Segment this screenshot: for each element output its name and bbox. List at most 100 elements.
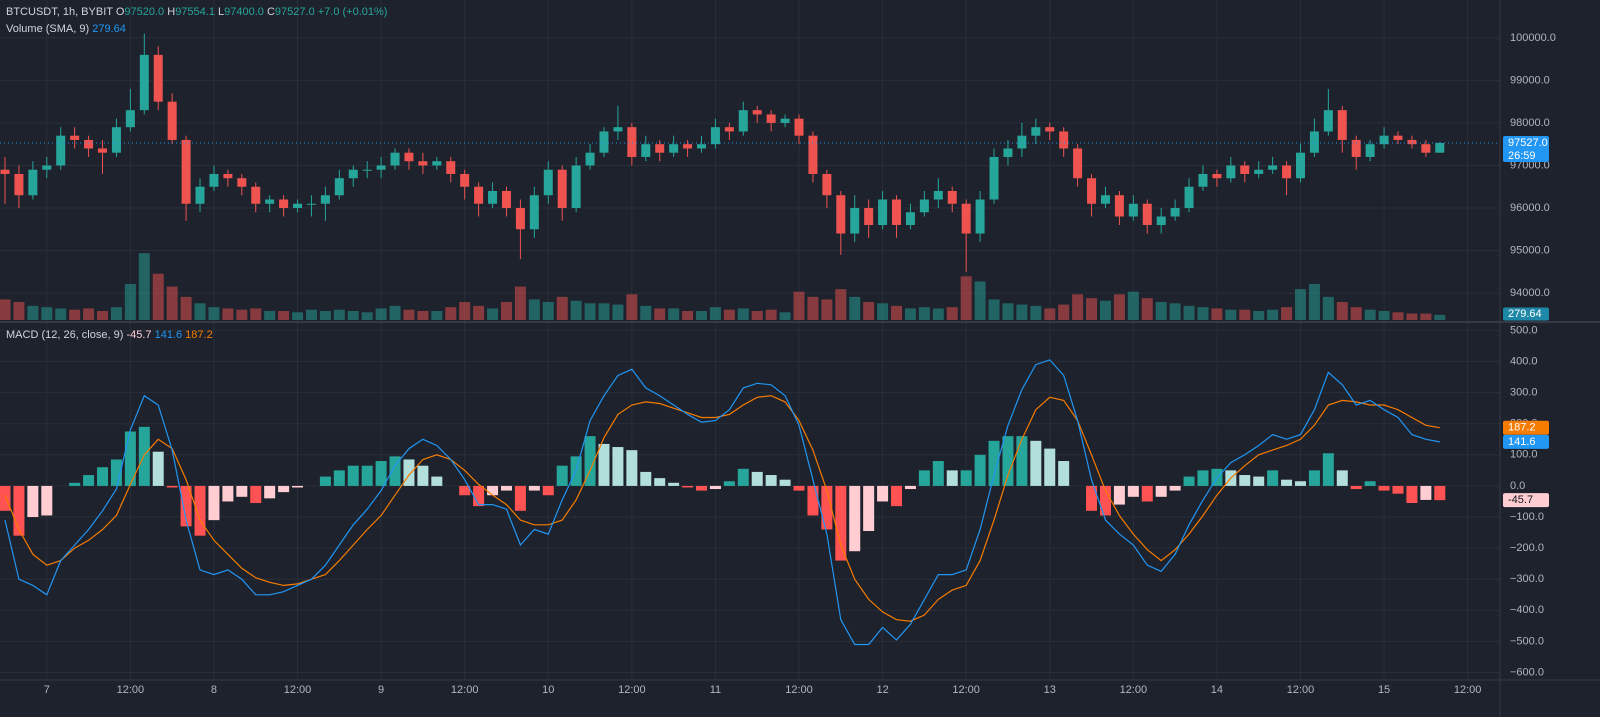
volume-bar: [1308, 284, 1320, 320]
macd-histogram-bar: [626, 450, 638, 486]
volume-bar: [709, 307, 721, 320]
candle-body: [167, 101, 177, 140]
candle-body: [1226, 165, 1236, 179]
volume-bar: [1211, 308, 1223, 320]
x-tick-label: 12:00: [1454, 684, 1482, 696]
volume-bar: [1099, 300, 1111, 320]
volume-bar: [765, 309, 777, 320]
macd-histogram-bar: [1350, 485, 1362, 490]
y2-tick-label: 100.0: [1510, 449, 1538, 461]
volume-bar: [584, 303, 596, 320]
macd-histogram-bar: [459, 485, 471, 496]
volume-bar: [361, 312, 373, 320]
volume-bar: [319, 311, 331, 320]
candle-body: [404, 152, 414, 162]
y-tick-label: 98000.0: [1510, 117, 1550, 129]
candle-body: [1114, 195, 1124, 217]
macd-histogram-bar: [347, 465, 359, 486]
volume-bar: [1183, 305, 1195, 320]
macd-histogram-bar: [1364, 481, 1376, 486]
macd-histogram-bar: [1253, 476, 1265, 486]
volume-bar: [13, 302, 25, 320]
macd-histogram-bar: [542, 485, 554, 496]
macd-histogram-bar: [1392, 485, 1404, 494]
macd-histogram-bar: [333, 470, 345, 486]
candle-body: [1073, 148, 1083, 179]
macd-histogram-bar: [194, 485, 206, 536]
candle-body: [306, 203, 316, 205]
ohlc-value: 97554.1: [175, 6, 215, 18]
macd-histogram-bar: [473, 485, 485, 507]
volume-bar: [152, 273, 164, 320]
x-tick-label: 11: [710, 684, 721, 696]
grid: [0, 0, 1500, 680]
histogram-tag: -45.7: [1508, 494, 1533, 506]
candle-body: [237, 178, 247, 187]
volume-bar: [166, 286, 178, 320]
macd-histogram-bar: [918, 470, 930, 486]
macd-histogram-bar: [877, 485, 889, 502]
volume-bar: [305, 309, 317, 320]
volume-bar: [417, 311, 429, 320]
volume-bar: [250, 308, 262, 320]
candle-body: [1309, 131, 1319, 153]
ohlc-key: H: [167, 6, 175, 18]
volume-bar: [570, 300, 582, 320]
signal-tag-bg: [1503, 420, 1549, 435]
x-tick-label: 12: [876, 684, 888, 696]
macd-histogram-bar: [361, 465, 373, 486]
volume-bar: [877, 303, 889, 320]
volume-bar: [347, 311, 359, 320]
macd-histogram-bar: [1378, 485, 1390, 491]
volume-value: 279.64: [92, 23, 126, 35]
volume-bar: [960, 276, 972, 320]
candle-body: [418, 161, 428, 166]
candle-body: [1435, 143, 1445, 153]
candle-body: [251, 186, 261, 204]
macd-histogram-bar: [389, 456, 401, 486]
volume-bar: [654, 308, 666, 320]
macd-histogram-bar: [292, 485, 304, 488]
volume-legend: Volume (SMA, 9) 279.64: [6, 23, 126, 35]
candle-body: [641, 144, 651, 157]
macd-histogram-bar: [1197, 470, 1209, 486]
candle-body: [683, 144, 693, 149]
volume-bar: [918, 307, 930, 320]
volume-bar: [723, 309, 735, 320]
candle-body: [627, 127, 637, 157]
volume-bar: [278, 311, 290, 320]
candle-body: [1045, 127, 1055, 132]
volume-bar: [236, 309, 248, 320]
volume-bar: [403, 309, 415, 320]
volume-bar: [431, 311, 443, 320]
macd-histogram-bar: [1044, 448, 1056, 486]
macd-histogram-bar: [514, 485, 526, 511]
volume-bar: [626, 294, 638, 320]
candle-body: [975, 199, 985, 234]
candle-body: [850, 208, 860, 234]
candle-body: [1100, 195, 1110, 204]
macd-histogram-bar: [946, 470, 958, 486]
volume-bar: [83, 308, 95, 320]
last-price-tag: 26:59: [1508, 150, 1536, 162]
ohlc-value: 97520.0: [124, 6, 164, 18]
volume-bar: [988, 299, 1000, 320]
macd-histogram-bar: [1420, 485, 1432, 500]
macd-histogram-bar: [250, 485, 262, 504]
macd-histogram-bar: [765, 475, 777, 486]
candle-body: [348, 169, 358, 179]
candle-body: [432, 161, 442, 166]
candle-body: [878, 199, 888, 226]
macd-histogram-bar: [1016, 436, 1028, 486]
x-tick-label: 12:00: [1120, 684, 1148, 696]
y2-tick-label: −400.0: [1510, 604, 1544, 616]
candle-body: [571, 165, 581, 209]
histogram-value: -45.7: [126, 329, 151, 341]
candle-body: [1323, 110, 1333, 132]
candle-body: [42, 165, 52, 170]
volume-bar: [612, 304, 624, 320]
volume-bar: [1253, 311, 1265, 320]
macd-histogram-bar: [1281, 479, 1293, 486]
y2-tick-label: −500.0: [1510, 635, 1544, 647]
candle-body: [585, 152, 595, 166]
